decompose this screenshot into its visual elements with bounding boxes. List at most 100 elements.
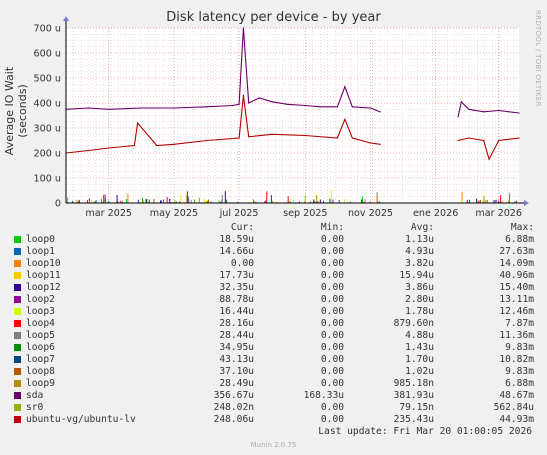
legend-name: loop1 (26, 246, 55, 257)
legend-avg: 79.15n (399, 402, 434, 413)
series-point (379, 111, 381, 113)
y-tick-label: 100 u (34, 174, 61, 185)
x-axis-arrow-icon (524, 200, 529, 206)
legend-header-avg: Avg: (410, 222, 434, 233)
series-line-ubuntu-vg-ubuntu-lv (457, 137, 520, 161)
y-tick-label: 700 u (34, 24, 61, 35)
x-tick-label: may 2025 (150, 208, 198, 219)
legend-cur: 28.49u (219, 378, 254, 389)
legend-row-loop0: loop0 18.59u 0.00 1.13u 6.88m (14, 234, 534, 246)
series-point (460, 101, 462, 103)
legend-name: sda (26, 390, 44, 401)
legend-min: 0.00 (320, 258, 344, 269)
legend-avg: 985.18n (393, 378, 434, 389)
legend-name: loop7 (26, 354, 55, 365)
legend-header: Cur: Min: Avg: Max: (14, 222, 534, 234)
legend-max: 48.67m (499, 390, 534, 401)
legend-row-loop10: loop10 0.00 0.00 3.82u 14.09m (14, 258, 534, 270)
series-point (87, 107, 90, 109)
chart-title: Disk latency per device - by year (166, 10, 381, 25)
y-tick-label: 600 u (34, 49, 61, 60)
legend-avg: 1.02u (405, 366, 434, 377)
legend-swatch (14, 320, 21, 327)
legend-cur: 356.67u (213, 390, 254, 401)
legend-avg: 1.70u (405, 354, 434, 365)
legend-avg: 3.82u (405, 258, 434, 269)
series-point (488, 158, 490, 160)
x-tick-label: nov 2025 (348, 208, 393, 219)
legend-header-cur: Cur: (230, 222, 254, 233)
legend-swatch (14, 356, 21, 363)
plot-area: 0 100 u 200 u 300 u 400 u 500 u 600 u 700 u mar … (34, 16, 529, 219)
legend-max: 14.09m (499, 258, 534, 269)
x-tick-label: ene 2026 (413, 208, 458, 219)
legend-min: 0.00 (320, 306, 344, 317)
series-point (238, 137, 240, 139)
series-point (173, 107, 175, 109)
legend-row-loop5: loop5 28.44u 0.00 4.88u 11.36m (14, 330, 534, 342)
series-point (206, 106, 208, 108)
y-tick-label: 500 u (34, 74, 61, 85)
series-point (108, 147, 110, 149)
legend-max: 9.83m (505, 342, 534, 353)
legend-name: loop3 (26, 306, 55, 317)
legend-cur: 248.06u (213, 414, 254, 425)
legend-avg: 15.94u (399, 270, 434, 281)
legend-cur: 32.35u (219, 282, 254, 293)
legend-name: loop5 (26, 330, 55, 341)
series-point (457, 139, 459, 142)
legend-row-loop7: loop7 43.13u 0.00 1.70u 10.82m (14, 354, 534, 366)
legend-avg: 2.80u (405, 294, 434, 305)
series-point (468, 108, 470, 110)
legend-cur: 28.44u (219, 330, 254, 341)
x-tick-label: mar 2026 (475, 208, 522, 219)
legend-min: 0.00 (320, 234, 344, 245)
legend-swatch (14, 236, 21, 243)
legend-row-loop12: loop12 32.35u 0.00 3.86u 15.40m (14, 282, 534, 294)
series-point (518, 112, 520, 114)
series-point (483, 111, 485, 113)
legend-min: 0.00 (320, 330, 344, 341)
legend-swatch (14, 284, 21, 291)
legend-cur: 34.95u (219, 342, 254, 353)
munin-version: Munin 2.0.75 (250, 441, 297, 449)
plot-background (66, 28, 519, 203)
series-point (242, 94, 244, 97)
legend-name: loop11 (26, 270, 61, 281)
legend-avg: 1.13u (405, 234, 434, 245)
legend-row-loop8: loop8 37.10u 0.00 1.02u 9.83m (14, 366, 534, 378)
y-axis-arrow-icon (63, 16, 69, 21)
series-point (136, 122, 139, 124)
legend-name: loop9 (26, 378, 55, 389)
y-tick-label: 400 u (34, 99, 61, 110)
legend-avg: 1.43u (405, 342, 434, 353)
legend-rows: loop0 18.59u 0.00 1.13u 6.88m loop1 14.66u 0.00… (14, 234, 534, 426)
series-point (87, 149, 90, 152)
series-point (304, 104, 306, 107)
legend-name: loop4 (26, 318, 55, 329)
series-point (248, 136, 250, 138)
legend-min: 0.00 (320, 294, 344, 305)
last-update: Last update: Fri Mar 20 01:00:05 2026 (318, 426, 532, 437)
legend-max: 6.88m (505, 234, 534, 245)
legend-cur: 37.10u (219, 366, 254, 377)
series-point (379, 143, 381, 145)
legend-cur: 0.00 (230, 258, 254, 269)
legend-cur: 43.13u (219, 354, 254, 365)
legend-swatch (14, 416, 21, 423)
series-point (206, 139, 208, 142)
series-point (141, 107, 143, 109)
legend-max: 10.82m (499, 354, 534, 365)
y-tick-label: 200 u (34, 149, 61, 160)
series-point (108, 108, 110, 110)
legend-cur: 16.44u (219, 306, 254, 317)
x-tick-label: jul 2025 (219, 208, 259, 219)
legend-row-loop9: loop9 28.49u 0.00 985.18n 6.88m (14, 378, 534, 390)
series-point (286, 103, 288, 105)
legend-min: 0.00 (320, 378, 344, 389)
legend-name: loop2 (26, 294, 55, 305)
legend-min: 0.00 (320, 318, 344, 329)
legend-avg: 235.43u (393, 414, 434, 425)
legend-row-loop6: loop6 34.95u 0.00 1.43u 9.83m (14, 342, 534, 354)
